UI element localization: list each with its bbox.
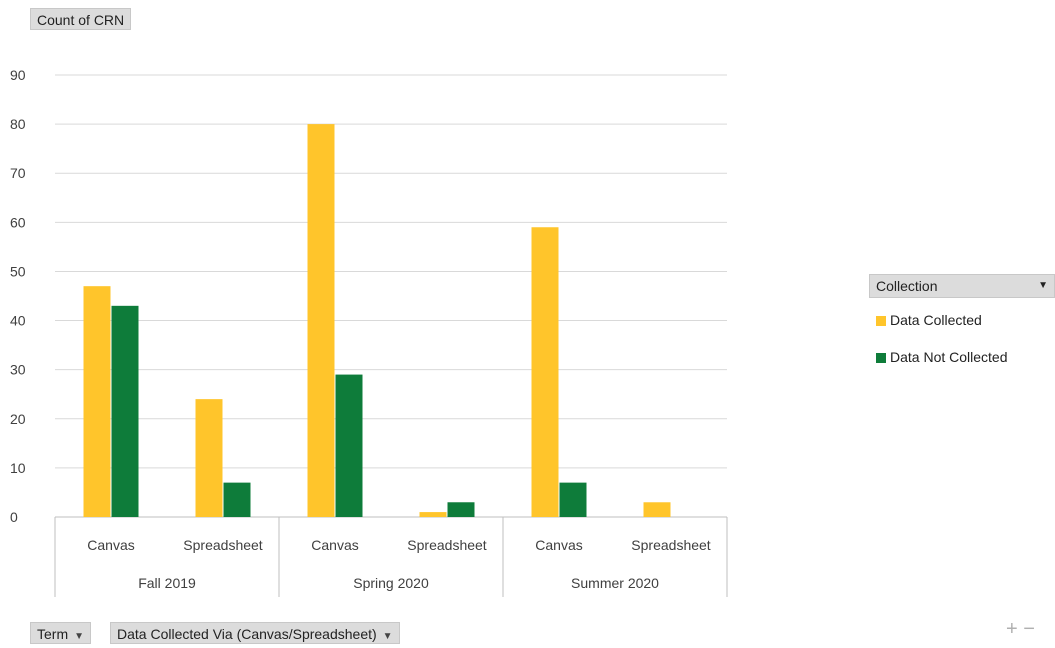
value-field-button[interactable]: Count of CRN	[30, 8, 132, 30]
collapse-field-button[interactable]: −	[1023, 618, 1035, 640]
legend-swatch	[876, 316, 886, 326]
bar-data-collected	[531, 227, 559, 517]
y-tick-label: 0	[10, 509, 18, 525]
y-tick-label: 60	[10, 214, 26, 230]
bar-data-collected	[419, 512, 447, 517]
x-category-label: Spreadsheet	[407, 537, 487, 553]
expand-field-button[interactable]: +	[1006, 618, 1018, 640]
x-group-label: Spring 2020	[353, 575, 429, 591]
bar-data-not-collected	[559, 482, 587, 517]
legend-label: Data Collected	[890, 312, 982, 328]
axis-field-label: Data Collected Via (Canvas/Spreadsheet)	[117, 626, 377, 642]
bar-data-collected	[307, 124, 335, 517]
axis-field-label: Term	[37, 626, 69, 642]
zoom-controls: + −	[1006, 618, 1035, 641]
y-tick-label: 80	[10, 116, 26, 132]
axis-field-data-collected-via-button[interactable]: Data Collected Via (Canvas/Spreadsheet) ▼	[110, 622, 400, 644]
bar-data-collected	[195, 399, 223, 517]
legend-title: Collection	[876, 278, 938, 294]
x-category-label: Canvas	[535, 537, 582, 553]
value-field-label: Count of CRN	[37, 12, 125, 28]
legend-item-data-collected: Data Collected	[876, 312, 982, 328]
y-tick-label: 50	[10, 263, 26, 279]
bar-data-not-collected	[335, 374, 363, 517]
x-category-label: Canvas	[87, 537, 134, 553]
bar-data-not-collected	[447, 502, 475, 517]
y-tick-label: 70	[10, 165, 26, 181]
x-category-label: Spreadsheet	[183, 537, 263, 553]
legend-label: Data Not Collected	[890, 349, 1008, 365]
axis-field-term-button[interactable]: Term ▼	[30, 622, 92, 644]
y-tick-label: 40	[10, 313, 26, 329]
dropdown-arrow-icon: ▼	[1038, 280, 1048, 291]
y-tick-label: 10	[10, 460, 26, 476]
x-category-label: Canvas	[311, 537, 358, 553]
bar-data-collected	[83, 286, 111, 517]
bar-data-not-collected	[223, 482, 251, 517]
legend-swatch	[876, 353, 886, 363]
x-group-label: Fall 2019	[138, 575, 196, 591]
y-tick-label: 20	[10, 411, 26, 427]
legend-filter-button[interactable]: Collection ▼	[869, 274, 1055, 298]
y-tick-label: 90	[10, 67, 26, 83]
bar-data-collected	[643, 502, 671, 517]
filter-dropdown-icon: ▼	[74, 631, 85, 642]
filter-dropdown-icon: ▼	[382, 631, 393, 642]
x-group-label: Summer 2020	[571, 575, 659, 591]
bar-data-not-collected	[111, 305, 139, 517]
legend-item-data-not-collected: Data Not Collected	[876, 349, 1008, 365]
y-tick-label: 30	[10, 362, 26, 378]
x-category-label: Spreadsheet	[631, 537, 711, 553]
